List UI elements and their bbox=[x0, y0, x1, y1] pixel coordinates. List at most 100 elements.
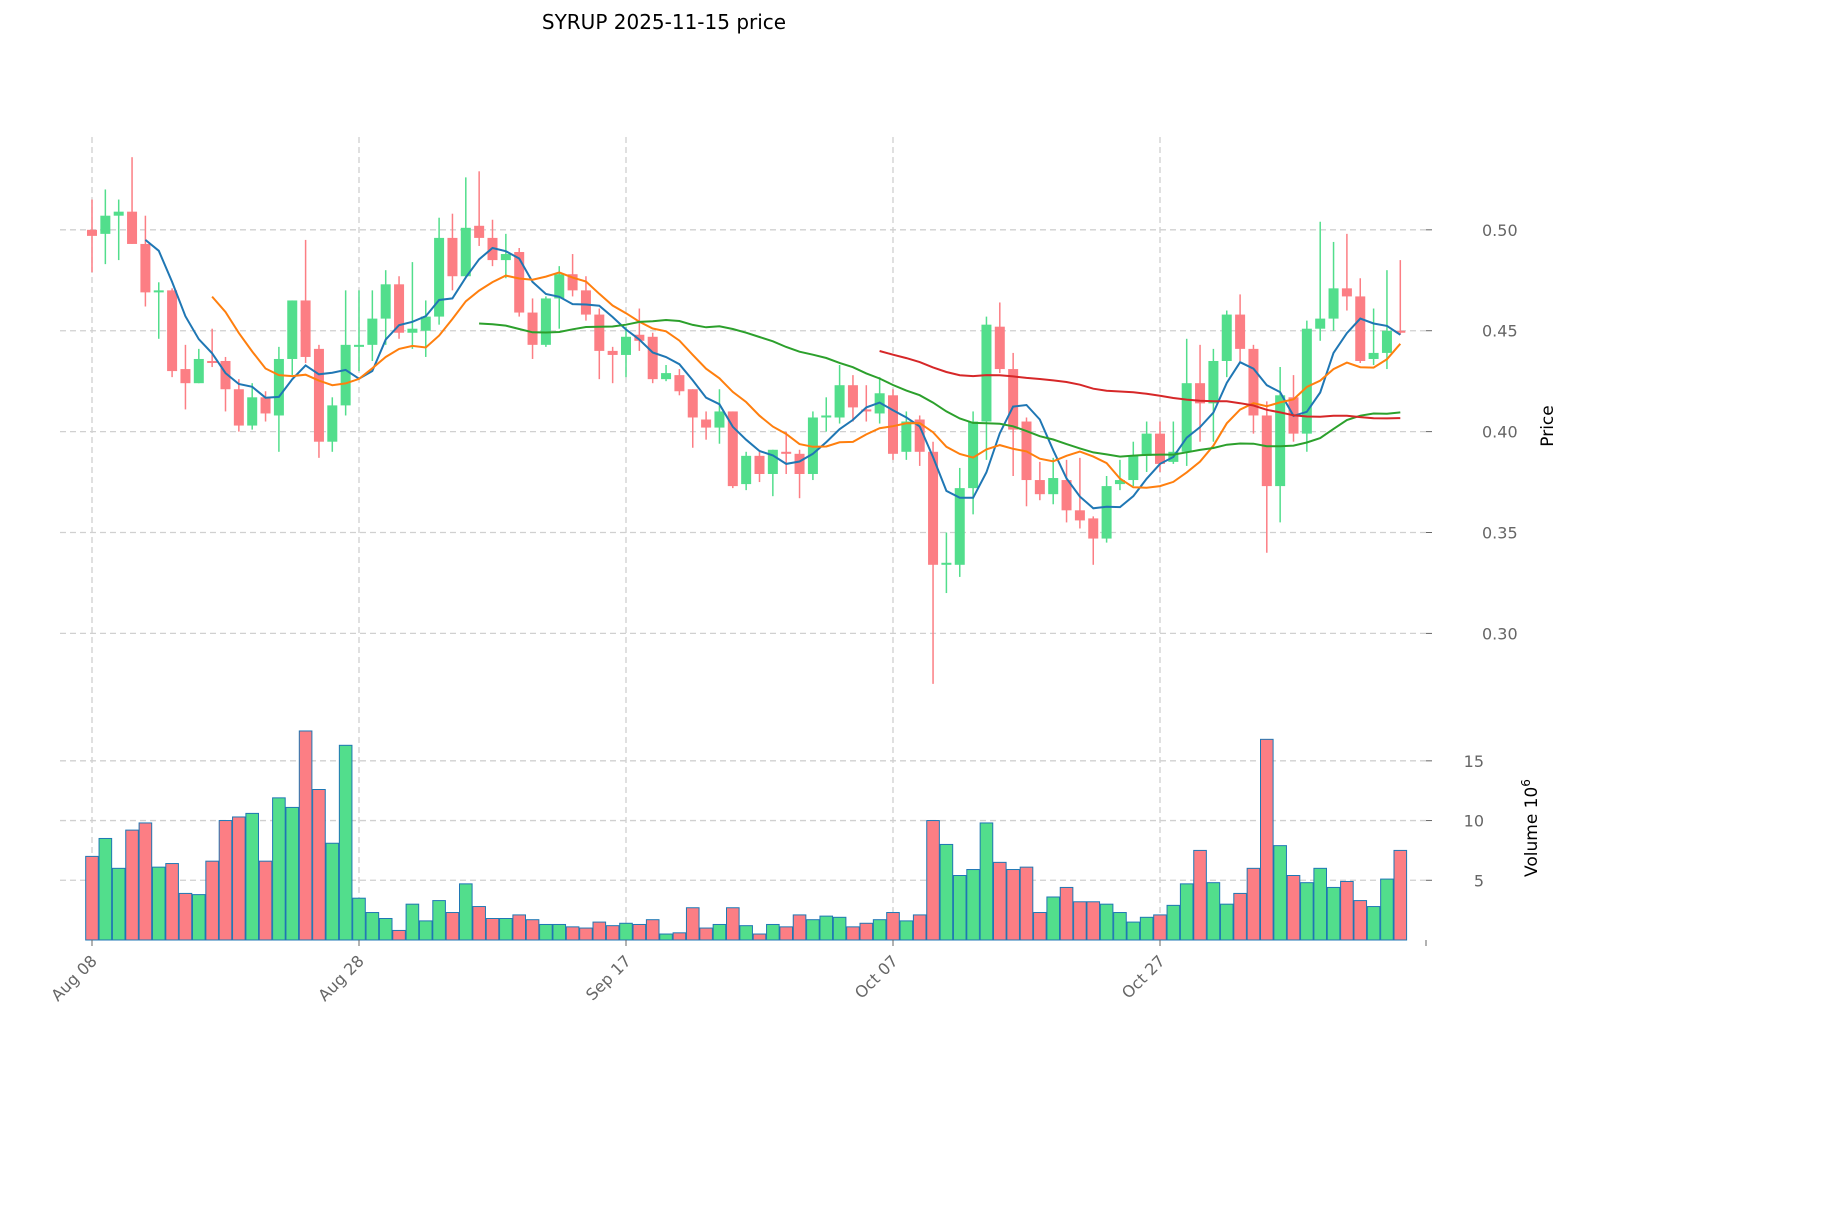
volume-bar bbox=[365, 912, 380, 941]
volume-bar bbox=[1113, 912, 1127, 941]
candle-up bbox=[1275, 395, 1286, 487]
candle-down bbox=[127, 211, 138, 244]
candle-down bbox=[313, 348, 324, 442]
candle-down bbox=[674, 375, 685, 392]
volume-bar bbox=[138, 822, 153, 941]
volume-bar bbox=[111, 867, 126, 941]
candle-down bbox=[260, 397, 271, 414]
volume-bar bbox=[1260, 738, 1274, 941]
candle-up bbox=[714, 411, 725, 428]
candle-down bbox=[180, 369, 191, 384]
candle-down bbox=[727, 411, 738, 487]
volume-bar bbox=[1179, 883, 1194, 941]
volume-bar bbox=[1059, 886, 1074, 941]
volume-bar bbox=[325, 842, 340, 941]
candle-down bbox=[474, 225, 485, 238]
candle-down bbox=[1261, 415, 1272, 487]
volume-bar bbox=[245, 812, 259, 941]
volume-bar bbox=[1033, 912, 1047, 941]
candle-up bbox=[354, 344, 364, 347]
candle-down bbox=[527, 312, 538, 345]
candle-down bbox=[1061, 480, 1072, 511]
volume-bar bbox=[859, 922, 874, 941]
candle-down bbox=[167, 290, 178, 372]
volume-bar bbox=[472, 906, 486, 941]
volume-bar bbox=[1006, 869, 1020, 941]
ma60-line bbox=[879, 350, 1401, 420]
volume-bar bbox=[926, 820, 940, 941]
volume-bar bbox=[1206, 882, 1221, 941]
x-tick-label: Sep 17 bbox=[582, 951, 635, 1004]
candle-down bbox=[861, 409, 872, 412]
volume-tick-label: 5 bbox=[1474, 871, 1484, 890]
candle-down bbox=[1195, 383, 1206, 404]
candle-up bbox=[100, 215, 111, 234]
volume-bar bbox=[712, 923, 727, 941]
volume-bar bbox=[459, 883, 473, 941]
volume-bar bbox=[178, 892, 193, 941]
candle-up bbox=[460, 227, 471, 277]
volume-bar bbox=[779, 926, 794, 941]
candles bbox=[87, 157, 1406, 684]
candle-up bbox=[621, 336, 631, 355]
volume-bar bbox=[352, 897, 366, 941]
volume-bar bbox=[832, 916, 847, 941]
candle-down bbox=[1248, 348, 1259, 416]
volume-bar bbox=[552, 923, 567, 941]
volume-bar bbox=[1099, 903, 1114, 941]
volume-bar bbox=[1166, 904, 1181, 941]
volume-bar bbox=[1313, 867, 1328, 941]
volume-bar bbox=[125, 829, 139, 941]
candle-up bbox=[327, 405, 338, 442]
volume-bar bbox=[151, 866, 166, 941]
price-tick-label: 0.40 bbox=[1482, 423, 1518, 442]
candle-up bbox=[1381, 330, 1392, 353]
volume-bar bbox=[485, 918, 500, 941]
volume-bar bbox=[1353, 900, 1368, 941]
candle-up bbox=[434, 237, 445, 317]
volume-bar bbox=[899, 920, 914, 941]
volume-bar bbox=[672, 932, 687, 941]
volume-bar bbox=[766, 923, 780, 941]
candle-up bbox=[554, 274, 565, 299]
volume-bar bbox=[1219, 903, 1234, 941]
candle-up bbox=[941, 562, 952, 565]
candle-up bbox=[153, 290, 164, 293]
candle-up bbox=[1368, 352, 1379, 359]
candle-down bbox=[928, 451, 939, 565]
candle-down bbox=[1235, 314, 1246, 349]
candle-up bbox=[380, 284, 391, 319]
candle-up bbox=[821, 415, 832, 418]
volume-bar bbox=[392, 929, 406, 941]
candle-down bbox=[847, 385, 858, 408]
candle-up bbox=[367, 318, 378, 345]
volume-bar bbox=[952, 875, 967, 941]
volume-bar bbox=[1380, 878, 1394, 941]
volume-axis-label: Volume 106 bbox=[1519, 779, 1542, 877]
candle-up bbox=[901, 421, 912, 452]
volume-bar bbox=[886, 912, 900, 941]
candle-up bbox=[741, 455, 752, 485]
volume-bar bbox=[1340, 880, 1354, 941]
volume-bar bbox=[752, 933, 767, 941]
candle-down bbox=[914, 419, 925, 452]
candle-up bbox=[807, 417, 818, 474]
volume-bar bbox=[285, 806, 300, 941]
candle-up bbox=[1301, 328, 1312, 434]
volume-bar bbox=[1126, 921, 1141, 941]
candle-up bbox=[834, 385, 845, 418]
candle-down bbox=[1355, 296, 1366, 361]
volume-bar bbox=[165, 863, 179, 941]
volume-bar bbox=[1086, 901, 1101, 941]
grid bbox=[60, 137, 1426, 940]
volume-bar bbox=[939, 843, 954, 941]
candle-up bbox=[954, 488, 965, 565]
volume-tick-label: 15 bbox=[1464, 752, 1484, 771]
ma10-line bbox=[211, 271, 1402, 489]
volume-bar bbox=[539, 923, 553, 941]
candle-down bbox=[754, 455, 765, 474]
candle-up bbox=[273, 358, 284, 416]
volume-bar bbox=[1326, 886, 1341, 941]
volume-bar bbox=[1366, 906, 1381, 941]
